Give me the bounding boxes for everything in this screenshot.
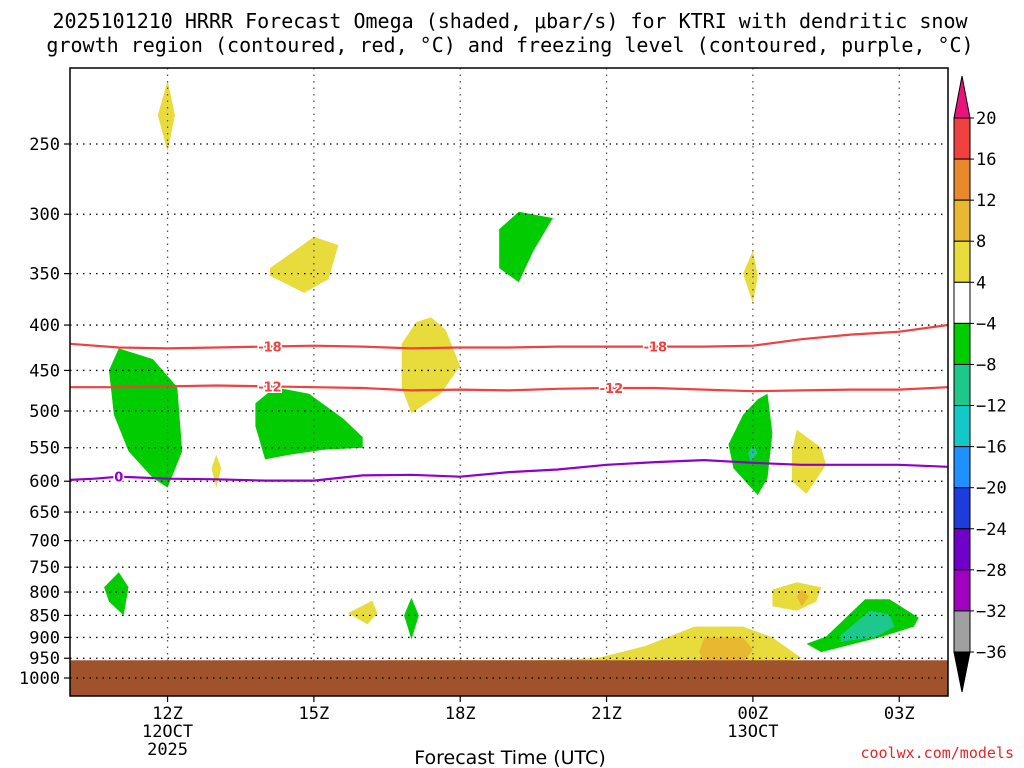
x-tick-label: 03Z xyxy=(884,704,915,724)
y-tick-label: 800 xyxy=(29,583,60,603)
omega-region-lift-450-11z xyxy=(109,348,183,488)
omega-region-sink-400-17z xyxy=(401,317,461,414)
omega-region-sink-780-01z xyxy=(772,582,822,611)
colorbar-segment xyxy=(953,528,971,571)
colorbar-segment xyxy=(953,405,971,448)
colorbar-label: −4 xyxy=(976,314,996,334)
colorbar-segment xyxy=(953,363,971,407)
y-tick-label: 300 xyxy=(29,205,60,225)
omega-region-sink-350-00z xyxy=(743,250,758,304)
y-tick-label: 450 xyxy=(29,361,60,381)
x-tick-date: 13OCT xyxy=(727,722,778,742)
colorbar-label: 16 xyxy=(976,150,996,170)
colorbar-top-arrow xyxy=(953,75,971,119)
y-tick-label: 250 xyxy=(29,135,60,155)
surface-ground xyxy=(70,660,948,696)
colorbar-segment xyxy=(953,569,971,612)
colorbar-segment xyxy=(953,117,971,160)
y-tick-label: 750 xyxy=(29,558,60,578)
x-tick-label: 00Z xyxy=(738,704,769,724)
y-tick-label: 850 xyxy=(29,606,60,626)
colorbar-segment xyxy=(953,322,971,365)
colorbar-label: −28 xyxy=(976,561,1007,581)
credit-text: coolwx.com/models xyxy=(860,744,1014,762)
omega-region-lift-500-14z xyxy=(255,387,363,460)
chart-title-line-1: 2025101210 HRRR Forecast Omega (shaded, … xyxy=(52,9,968,33)
colorbar-segment xyxy=(953,446,971,489)
y-tick-label: 700 xyxy=(29,532,60,552)
contour-label-freezing_level_0: 0 xyxy=(114,471,123,486)
omega-region-sink-920-23z-core xyxy=(699,637,753,663)
contour-freezing_level_0 xyxy=(70,458,948,482)
plot-area: -18 -18 -12 -12 0 250 300 350 400 450 500 550 600 650… xyxy=(19,67,949,760)
omega-region-lift-300-19z xyxy=(499,211,553,283)
y-tick-label: 650 xyxy=(29,503,60,523)
omega-region-lift-880-02z-core xyxy=(840,610,895,642)
y-tick-label: 550 xyxy=(29,439,60,459)
colorbar-label: −36 xyxy=(976,643,1007,663)
colorbar-label: 20 xyxy=(976,109,996,129)
contour-dgz_minus18 xyxy=(70,323,948,350)
omega-region-sink-800-01z-core xyxy=(796,589,809,607)
colorbar-label: −24 xyxy=(976,520,1007,540)
colorbar-segment xyxy=(953,281,971,324)
contour-label-dgz_minus18: -18 xyxy=(258,340,282,355)
colorbar-label: −20 xyxy=(976,479,1007,499)
contour-label-dgz_minus12: -12 xyxy=(258,380,282,395)
colorbar-segment xyxy=(953,158,971,201)
colorbar-segment xyxy=(953,240,971,283)
omega-region-sink-920-23z xyxy=(387,626,802,663)
plot-layer: -18 -18 -12 -12 0 xyxy=(70,68,948,696)
colorbar-segment xyxy=(953,487,971,530)
colorbar-label: 8 xyxy=(976,232,986,252)
contour-label-dgz_minus12: -12 xyxy=(600,382,624,397)
omega-region-lift-250-12z xyxy=(157,80,175,152)
colorbar-segment xyxy=(953,610,971,653)
omega-region-lift-850-17z xyxy=(404,597,419,640)
colorbar: 20 16 12 8 4 −4 −8 −12 −16 −20 −24 −28 −32 −36 xyxy=(953,75,1007,693)
omega-region-lift-350-15z xyxy=(270,236,339,293)
y-tick-label: 1000 xyxy=(19,669,60,689)
colorbar-label: −16 xyxy=(976,438,1007,458)
colorbar-label: 12 xyxy=(976,191,996,211)
x-axis-label: Forecast Time (UTC) xyxy=(414,747,605,768)
omega-region-lift-800-11z xyxy=(104,572,129,616)
omega-region-sink-580-01z xyxy=(791,429,827,494)
omega-region-sink-840-16z xyxy=(348,600,378,625)
x-tick-label: 18Z xyxy=(445,704,476,724)
y-tick-label: 350 xyxy=(29,265,60,285)
colorbar-segment xyxy=(953,199,971,242)
contour-label-dgz_minus18: -18 xyxy=(644,341,668,356)
x-tick-label: 15Z xyxy=(299,704,330,724)
omega-region-lift-550-00z xyxy=(728,393,773,496)
colorbar-label: −32 xyxy=(976,602,1007,622)
y-tick-label: 950 xyxy=(29,649,60,669)
contour-dgz_minus12 xyxy=(70,384,948,393)
colorbar-label: 4 xyxy=(976,273,986,293)
chart-title-line-2: growth region (contoured, red, °C) and f… xyxy=(46,33,973,57)
y-tick-label: 400 xyxy=(29,316,60,336)
plot-frame xyxy=(69,67,949,697)
x-tick-year: 2025 xyxy=(147,740,188,760)
colorbar-label: −12 xyxy=(976,397,1007,417)
x-tick-label: 21Z xyxy=(591,704,622,724)
colorbar-label: −8 xyxy=(976,355,996,375)
y-tick-label: 900 xyxy=(29,628,60,648)
y-tick-label: 600 xyxy=(29,472,60,492)
colorbar-bottom-arrow xyxy=(953,651,971,693)
omega-region-sink-580-13z xyxy=(211,454,222,488)
x-tick-label: 12Z xyxy=(152,704,183,724)
y-tick-label: 500 xyxy=(29,402,60,422)
x-tick-date: 12OCT xyxy=(142,722,193,742)
